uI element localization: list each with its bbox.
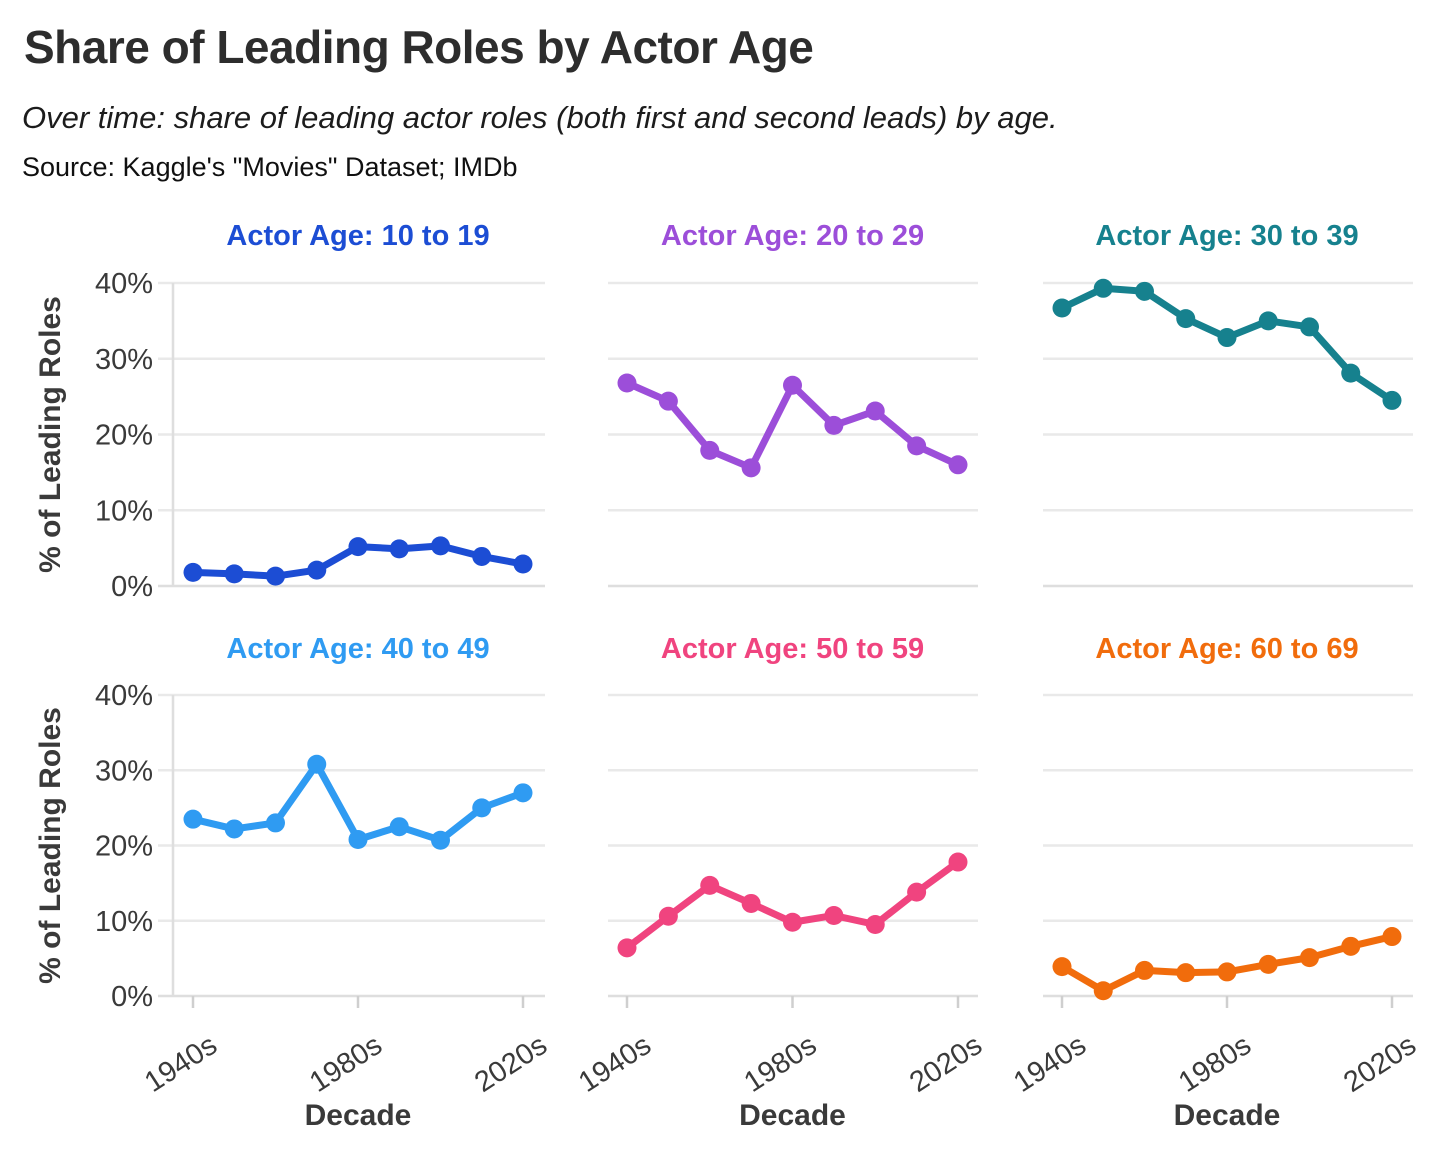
panel-title: Actor Age: 50 to 59	[661, 633, 924, 665]
data-point	[907, 882, 927, 902]
data-point	[865, 915, 885, 935]
panel-title: Actor Age: 20 to 29	[661, 220, 924, 252]
chart-subtitle: Over time: share of leading actor roles …	[22, 100, 1058, 135]
x-tick-label: 1980s	[304, 1029, 388, 1099]
data-point	[513, 554, 533, 574]
data-point	[1258, 311, 1278, 331]
panel-50-59	[608, 693, 978, 1008]
panel-title: Actor Age: 10 to 19	[226, 220, 489, 252]
x-axis-title: Decade	[1174, 1099, 1281, 1132]
y-tick-label: 10%	[95, 495, 153, 527]
data-point	[658, 906, 678, 926]
y-tick-label: 20%	[95, 420, 153, 452]
y-axis-title: % of Leading Roles	[34, 707, 67, 984]
data-point	[658, 391, 678, 411]
data-point	[431, 830, 450, 850]
data-point	[183, 562, 203, 582]
panel-10-19	[158, 281, 545, 588]
data-point	[1258, 954, 1278, 974]
data-point	[617, 938, 637, 958]
data-point	[1382, 390, 1402, 410]
data-point	[907, 436, 927, 456]
data-point	[1217, 328, 1237, 348]
data-point	[307, 754, 327, 774]
data-point	[307, 560, 327, 580]
data-point	[1341, 363, 1361, 383]
data-point	[824, 415, 844, 435]
data-point	[1382, 927, 1402, 947]
x-axis-title: Decade	[305, 1099, 412, 1132]
panel-title: Actor Age: 60 to 69	[1095, 633, 1358, 665]
x-tick-label: 1940s	[1008, 1029, 1092, 1099]
x-tick-label: 1940s	[139, 1029, 223, 1099]
x-tick-label: 2020s	[1338, 1029, 1422, 1099]
panel-title: Actor Age: 40 to 49	[226, 633, 489, 665]
x-tick-label: 2020s	[469, 1029, 553, 1099]
data-point	[1093, 278, 1113, 298]
data-point	[389, 539, 409, 559]
panel-title: Actor Age: 30 to 39	[1095, 220, 1358, 252]
panel-40-49	[158, 693, 545, 1008]
data-point	[513, 783, 533, 803]
data-point	[1300, 317, 1319, 337]
panel-30-39	[1043, 278, 1413, 588]
data-point	[1093, 981, 1113, 1001]
data-point	[224, 564, 244, 584]
panel-60-69	[1043, 693, 1413, 1008]
y-tick-label: 20%	[95, 831, 153, 863]
data-point	[183, 809, 203, 829]
data-point	[741, 893, 761, 913]
data-point	[266, 566, 285, 586]
data-point	[700, 440, 720, 460]
chart-source: Source: Kaggle's "Movies" Dataset; IMDb	[22, 152, 518, 182]
data-point	[1176, 309, 1196, 329]
data-point	[389, 817, 409, 837]
panel-20-29	[608, 281, 978, 588]
x-axis-title: Decade	[739, 1099, 846, 1132]
y-tick-label: 40%	[95, 680, 153, 712]
data-point	[472, 546, 492, 566]
data-point	[617, 373, 637, 393]
data-point	[1052, 957, 1072, 977]
data-point	[824, 905, 844, 925]
data-point	[741, 458, 761, 478]
data-point	[700, 875, 720, 895]
y-tick-label: 40%	[95, 268, 153, 300]
data-point	[948, 852, 968, 872]
x-tick-label: 2020s	[904, 1029, 988, 1099]
data-point	[348, 829, 368, 849]
data-point	[1341, 936, 1361, 956]
data-point	[865, 401, 885, 421]
data-point	[472, 798, 492, 818]
y-tick-label: 30%	[95, 344, 153, 376]
x-tick-label: 1940s	[573, 1029, 657, 1099]
chart-title: Share of Leading Roles by Actor Age	[24, 21, 814, 73]
data-line	[623, 379, 962, 472]
x-tick-label: 1980s	[1173, 1029, 1257, 1099]
data-point	[948, 455, 968, 475]
x-tick-label: 1980s	[739, 1029, 823, 1099]
small-multiples-chart: 0% 10% 20% 30% 40% % of Leading Roles Actor Ag…	[34, 220, 1422, 1132]
data-point	[431, 536, 450, 556]
data-point	[783, 912, 802, 932]
y-tick-label: 0%	[111, 981, 153, 1013]
data-point	[1217, 962, 1237, 982]
y-tick-label: 10%	[95, 906, 153, 938]
y-axis-title: % of Leading Roles	[34, 296, 67, 573]
data-point	[1135, 281, 1154, 301]
data-point	[1052, 298, 1072, 318]
y-tick-label: 30%	[95, 755, 153, 787]
data-point	[348, 537, 368, 557]
y-tick-label: 0%	[111, 571, 153, 603]
data-point	[783, 375, 802, 395]
data-point	[1176, 963, 1196, 983]
data-line	[623, 858, 962, 952]
data-point	[1135, 960, 1154, 980]
data-point	[224, 819, 244, 839]
data-point	[266, 813, 285, 833]
data-point	[1300, 948, 1319, 968]
